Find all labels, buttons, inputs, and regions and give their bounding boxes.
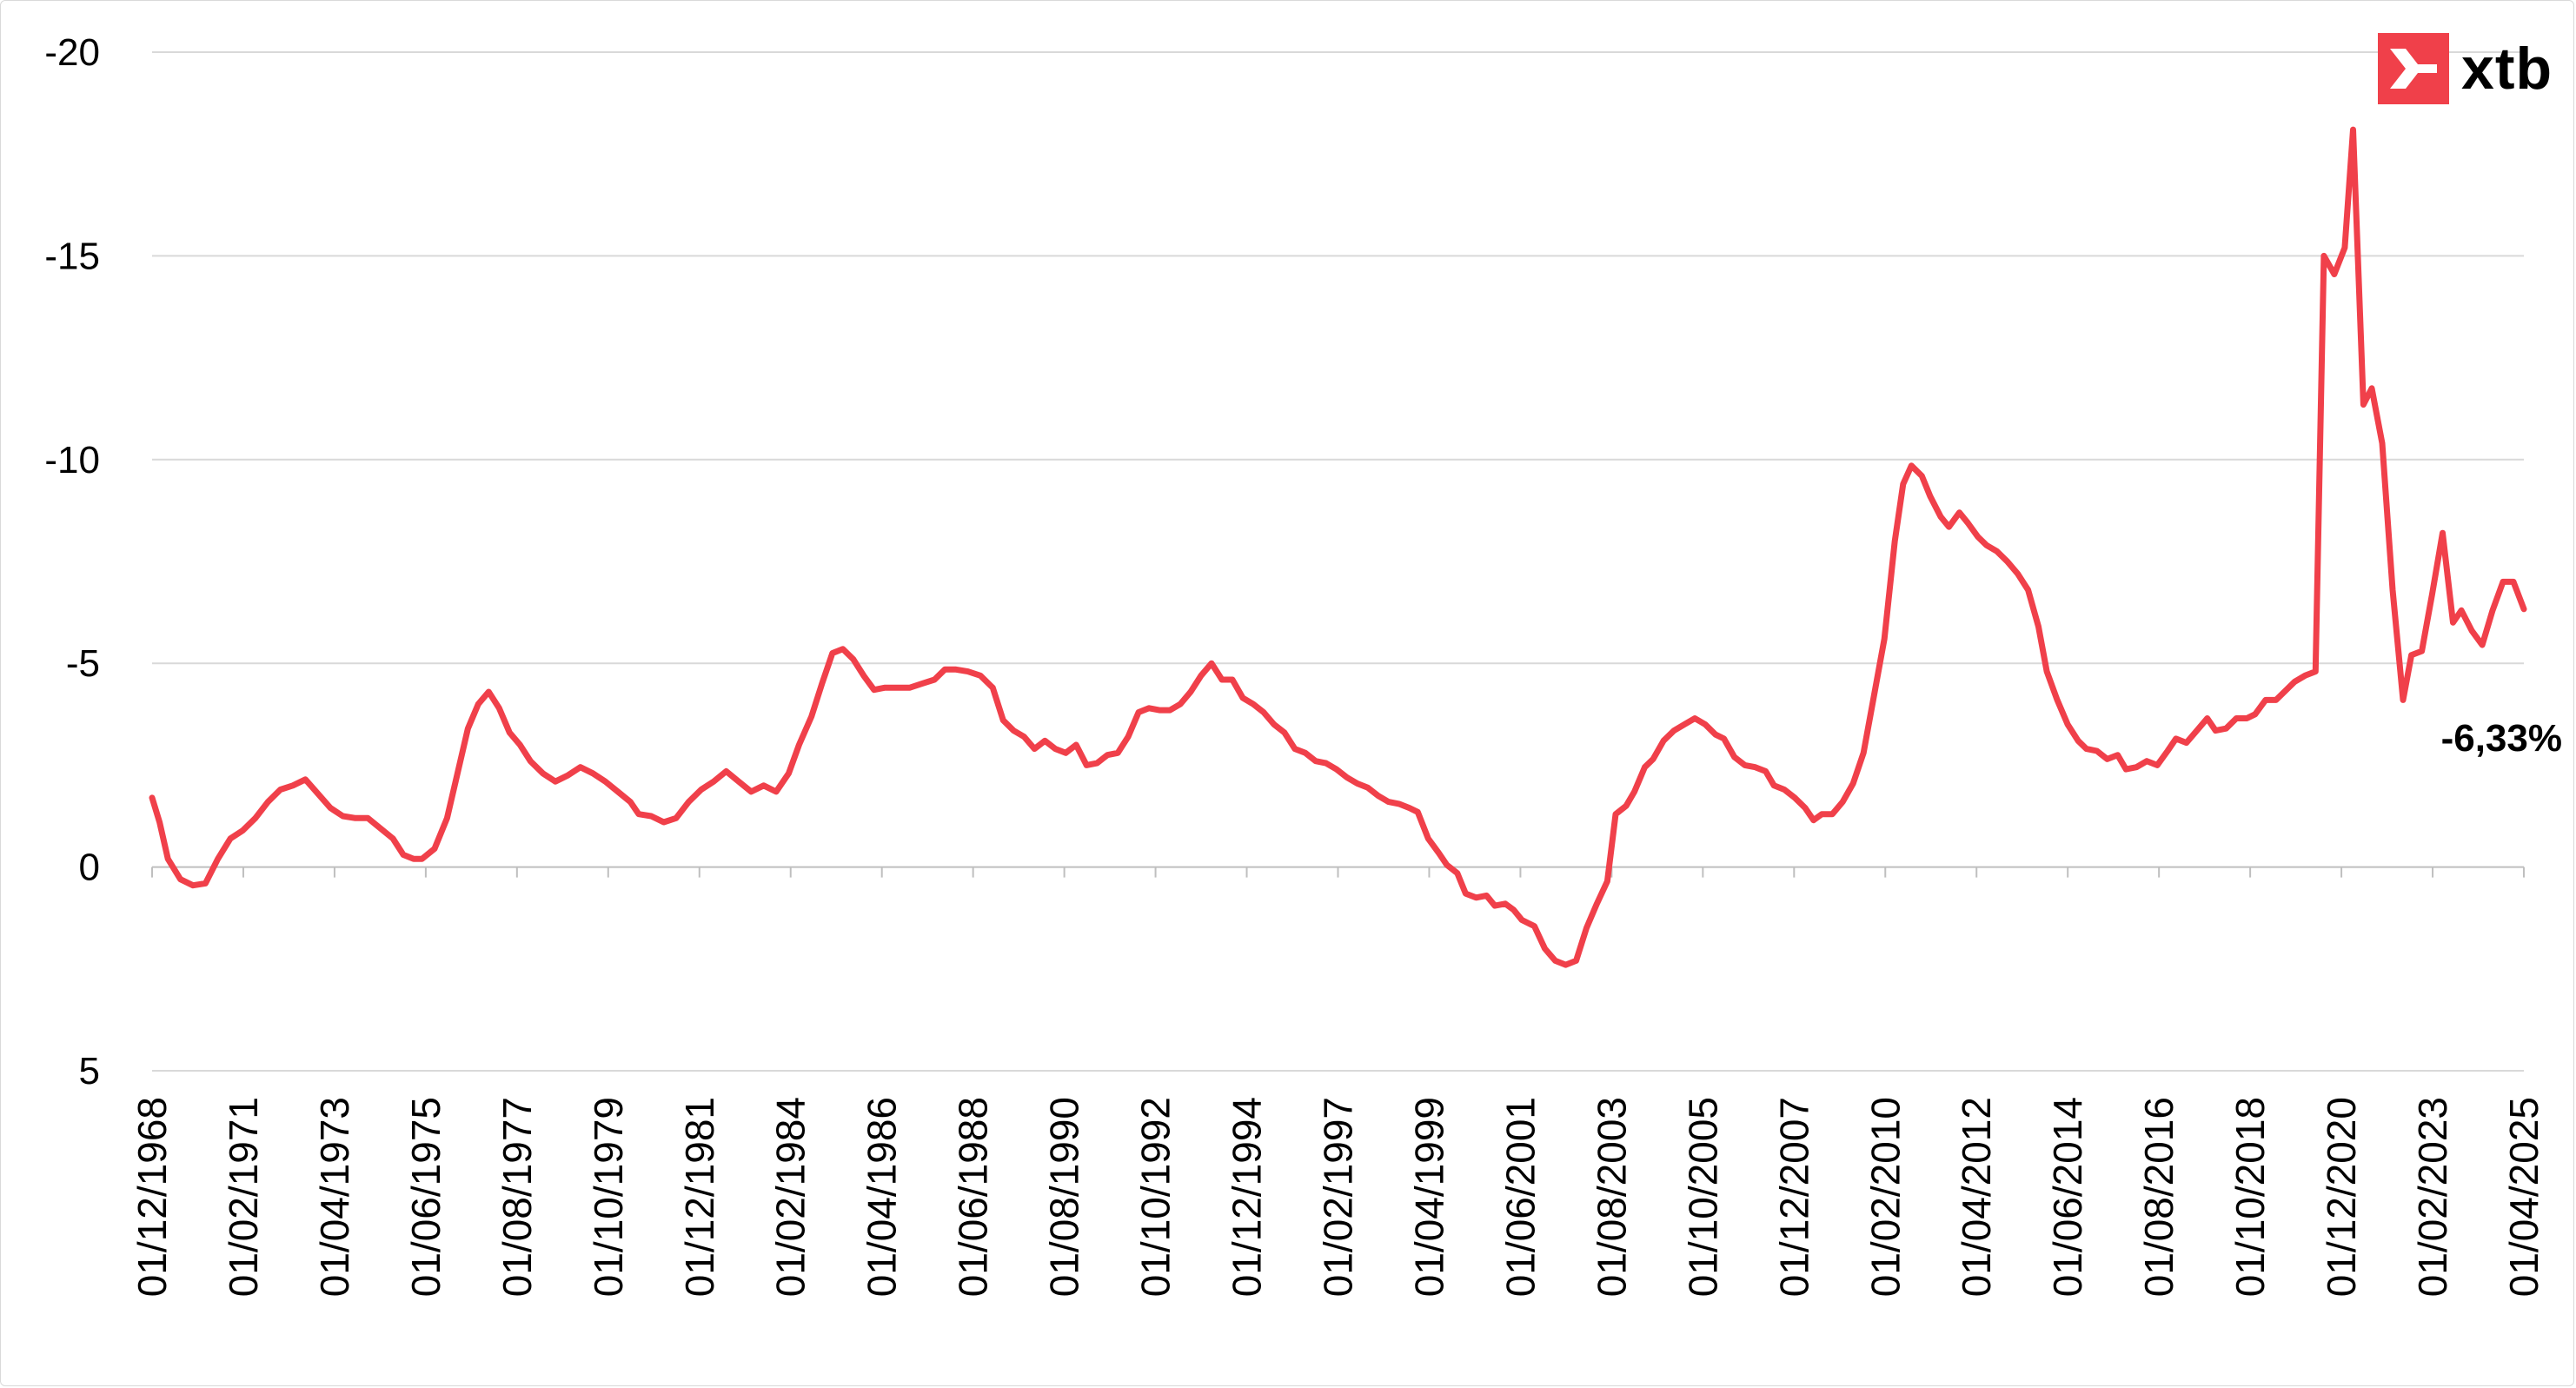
x-tick-label: 01/06/1975	[403, 1097, 448, 1297]
x-tick-label: 01/06/1988	[951, 1097, 996, 1297]
last-value-label: -6,33%	[2441, 717, 2562, 760]
x-tick-label: 01/10/2018	[2227, 1097, 2273, 1297]
series-line	[149, 126, 2527, 968]
gridlines	[152, 51, 2524, 1072]
x-tick-label: 01/08/2003	[1589, 1097, 1634, 1297]
y-tick-label: 0	[79, 847, 100, 889]
x-tick-label: 01/12/1968	[129, 1097, 175, 1297]
x-tick-label: 01/12/2020	[2319, 1097, 2364, 1297]
x-tick-label: 01/12/2007	[1771, 1097, 1816, 1297]
x-tick-label: 01/06/2001	[1497, 1097, 1543, 1297]
x-tick-label: 01/04/1999	[1406, 1097, 1451, 1297]
y-tick-label: 5	[79, 1050, 100, 1092]
x-tick-label: 01/04/1986	[860, 1097, 905, 1297]
x-tick-label: 01/10/1979	[586, 1097, 631, 1297]
x-tick-label: 01/08/1990	[1042, 1097, 1087, 1297]
y-tick-label: -15	[44, 235, 100, 277]
x-tick-label: 01/10/2005	[1680, 1097, 1725, 1297]
y-tick-label: -5	[66, 642, 100, 685]
x-tick-label: 01/04/2012	[1954, 1097, 1999, 1297]
xtb-logo: xtb	[2378, 33, 2553, 104]
y-tick-label: -10	[44, 439, 100, 481]
x-tick-label: 01/02/1997	[1316, 1097, 1361, 1297]
logo-text: xtb	[2461, 36, 2553, 102]
x-tick-label: 01/02/2010	[1862, 1097, 1908, 1297]
xtb-x-icon	[2378, 33, 2449, 104]
y-tick-label: -20	[44, 31, 100, 74]
annotation-layer: -6,33%	[2441, 717, 2562, 760]
x-tick-label: 01/04/2025	[2501, 1097, 2546, 1297]
x-tick-label: 01/06/2014	[2045, 1097, 2090, 1297]
x-tick-label: 01/12/1994	[1225, 1097, 1270, 1297]
y-axis: -20 -15 -10 -5 0 5	[44, 31, 100, 1092]
x-tick-label: 01/10/1992	[1133, 1097, 1178, 1297]
x-tick-label: 01/08/1977	[495, 1097, 540, 1297]
series-layer	[149, 126, 2527, 968]
x-axis: 01/12/1968 01/02/1971 01/04/1973 01/06/1975…	[129, 867, 2546, 1297]
x-tick-label: 01/04/1973	[312, 1097, 357, 1297]
x-tick-label: 01/02/2023	[2410, 1097, 2455, 1297]
x-tick-label: 01/02/1971	[221, 1097, 266, 1297]
x-tick-label: 01/08/2016	[2136, 1097, 2181, 1297]
x-tick-label: 01/12/1981	[677, 1097, 722, 1297]
x-tick-label: 01/02/1984	[768, 1097, 813, 1297]
